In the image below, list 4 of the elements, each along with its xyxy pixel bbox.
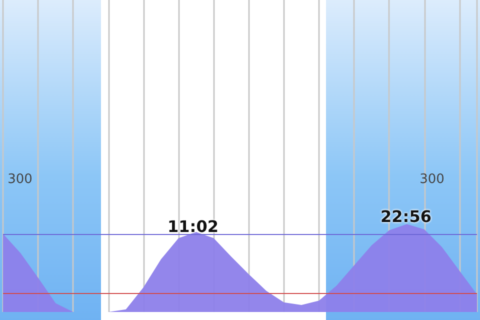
text: 300 (420, 172, 444, 187)
text: 300 (8, 172, 32, 187)
annotation: 22:56 (380, 207, 432, 226)
annotation: 11:02 (168, 217, 218, 236)
